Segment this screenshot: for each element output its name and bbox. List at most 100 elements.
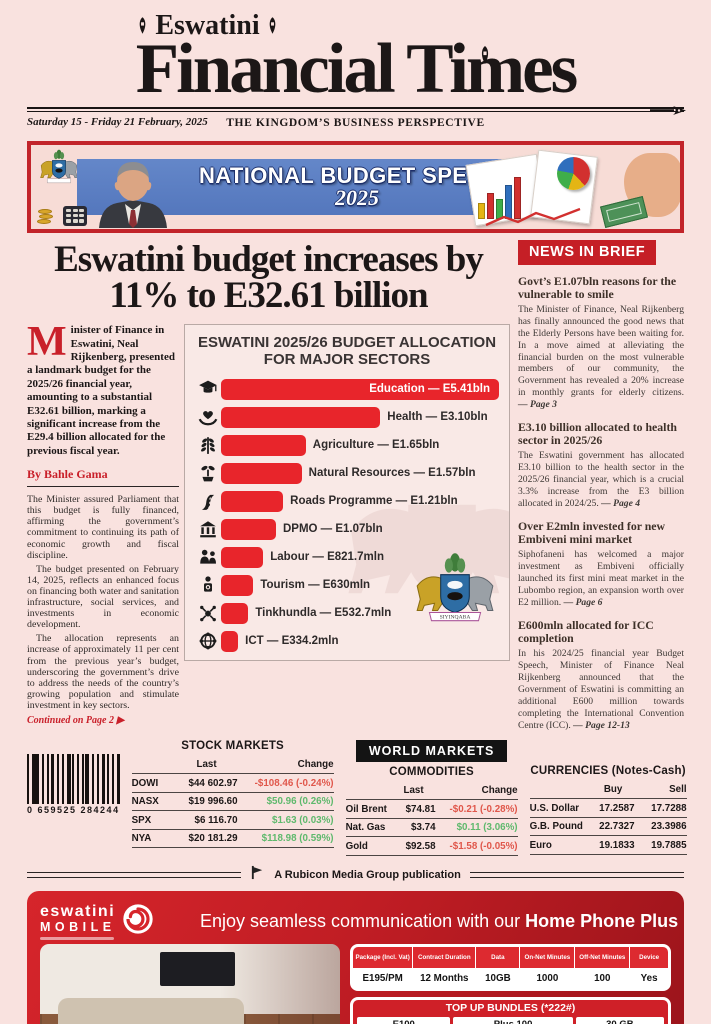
ict-globe-icon <box>195 631 221 651</box>
barcode: 0 659525 284244 <box>27 740 120 815</box>
pen-nib-icon <box>650 104 688 122</box>
masthead: Eswatini Financial Times Saturday 15 - F… <box>27 0 686 132</box>
table-cell: 12 Months <box>413 968 476 988</box>
budget-allocation-chart: ESWATINI 2025/26 BUDGET ALLOCATION FOR M… <box>184 324 510 662</box>
chart-row-natural-resources: Natural Resources — E1.57bln <box>195 461 499 486</box>
lead-text: inister of Finance in Eswatini, Neal Rij… <box>27 324 175 457</box>
news-in-brief-sidebar: NEWS IN BRIEF Govt’s E1.07bln reasons fo… <box>518 239 684 732</box>
table-header: Last Change <box>196 759 334 771</box>
column-header: Off-Net Minutes <box>575 946 630 968</box>
article-paragraph: The allocation represents an increase of… <box>27 633 179 711</box>
banner-year: 2025 <box>335 184 379 210</box>
education-cap-icon <box>195 379 221 399</box>
page-reference: — Page 3 <box>518 399 557 411</box>
page-title: Eswatini budget increases by 11% to E32.… <box>54 238 484 316</box>
budget-speech-banner: NATIONAL BUDGET SPEECH 2025 <box>27 140 684 233</box>
publication-line: A Rubicon Media Group publication <box>27 865 684 885</box>
calculator-icon <box>63 205 87 226</box>
main-content: Eswatini budget increases by 11% to E32.… <box>27 238 684 732</box>
table-row: Oil Brent $74.81 -$0.21 (-0.28%) <box>345 799 518 818</box>
masthead-meta: Saturday 15 - Friday 21 February, 2025 T… <box>27 116 684 132</box>
brief-headline: E600mln allocated for ICC completion <box>518 617 654 645</box>
brief-body: Siphofaneni has welcomed a major investm… <box>518 549 684 608</box>
currencies-table: CURRENCIES (Notes-Cash) Buy Sell U.S. Dol… <box>529 740 687 855</box>
bar-label: Natural Resources — E1.57bln <box>308 467 476 480</box>
coin-icon <box>37 218 51 224</box>
tv-graphic <box>160 951 235 986</box>
column-header: On-Net Minutes <box>520 946 575 968</box>
table-cell: 100 <box>575 968 630 988</box>
chart-bar <box>221 518 276 540</box>
plan-details: Package (Incl. Vat) Contract Duration Da… <box>350 943 671 1024</box>
table-row: NASX $19 996.60 $50.96 (0.26%) <box>131 791 334 811</box>
family-photo <box>40 943 340 1024</box>
table-row: NYA $20 181.29 $118.98 (0.59%) <box>131 828 334 849</box>
markets-strip: 0 659525 284244 STOCK MARKETS Last Change… <box>27 740 687 856</box>
brief-item: Over E2mln invested for new Embiveni min… <box>518 518 684 609</box>
brief-item: Govt’s E1.07bln reasons for the vulnerab… <box>518 273 684 411</box>
world-markets-header: WORLD MARKETS <box>355 740 508 763</box>
article-paragraph: The Minister assured Parliament that thi… <box>27 494 179 561</box>
article-paragraph: The budget presented on February 14, 202… <box>27 563 179 631</box>
page-reference: — Page 6 <box>563 596 603 608</box>
table-row: E100Plus 10030 GB <box>353 1017 668 1024</box>
banner-blue-band: NATIONAL BUDGET SPEECH 2025 <box>77 158 529 215</box>
chart-row-health: Health — E3.10bln <box>195 405 499 430</box>
divider-line <box>469 871 684 878</box>
commodities-table: WORLD MARKETS COMMODITIES Last Change Oil… <box>345 740 518 856</box>
table-row: Euro 19.1833 19.7885 <box>529 835 687 855</box>
chart-row-labour: Labour — E821.7mln <box>195 545 499 570</box>
masthead-eswatini: Eswatini <box>155 10 260 41</box>
natural-resources-sprout-icon <box>195 463 221 483</box>
rubicon-logo-icon <box>250 865 265 885</box>
brief-headline: Over E2mln invested for new Embiveni min… <box>518 518 666 547</box>
column-header: Contract Duration <box>413 946 476 968</box>
bar-label: Roads Programme — E1.21bln <box>290 495 458 508</box>
news-in-brief-header: NEWS IN BRIEF <box>518 239 657 265</box>
commodities-title: COMMODITIES <box>389 766 474 779</box>
hand-with-money <box>599 147 680 229</box>
shield-ornament-icon <box>267 12 278 40</box>
barcode-digits: 0 659525 284244 <box>27 805 120 816</box>
chart-row-education: Education — E5.41bln <box>195 377 499 402</box>
brief-headline: Govt’s E1.07bln reasons for the vulnerab… <box>518 273 677 301</box>
svg-text:SIYINQABA: SIYINQABA <box>440 615 472 621</box>
banknote-graphic <box>599 195 649 228</box>
brief-headline: E3.10 billion allocated to health sector… <box>518 420 677 448</box>
chart-row-tinkhundla: Tinkhundla — E532.7mln <box>195 601 499 626</box>
road-icon <box>195 491 221 511</box>
table-row: G.B. Pound 22.7327 23.3986 <box>529 816 687 836</box>
mobile-swirl-icon <box>122 903 154 940</box>
publication-credit: A Rubicon Media Group publication <box>274 868 461 881</box>
table-row: SPX $6 116.70 $1.63 (0.03%) <box>131 810 334 829</box>
chart-row-agriculture: Agriculture — E1.65bln <box>195 433 499 458</box>
top-up-bundles-table: TOP UP BUNDLES (*222#) E100Plus 10030 GB… <box>350 996 671 1024</box>
barcode-bars <box>27 754 120 805</box>
bar-chart-graphic <box>478 176 521 219</box>
ad-headline: Enjoy seamless communication with our Ho… <box>200 911 679 932</box>
top-up-title: TOP UP BUNDLES (*222#) <box>445 1002 576 1015</box>
chart-row-ict: ICT — E334.2mln <box>195 629 499 654</box>
table-header: Last Change <box>403 785 518 797</box>
charts-collage <box>465 149 598 229</box>
stock-markets-title: STOCK MARKETS <box>181 740 284 753</box>
shield-ornament-icon <box>137 12 148 40</box>
brand-name-2: MOBILE <box>40 919 116 934</box>
chart-bar <box>221 630 239 652</box>
chart-bar <box>221 546 264 568</box>
table-row: U.S. Dollar 17.2587 17.7288 <box>529 798 687 817</box>
arrow-right-icon: ▶ <box>116 714 125 726</box>
eswatini-mobile-ad: eswatini MOBILE Enjoy seamless communica… <box>27 890 684 1024</box>
table-row: Gold $92.58 -$1.58 (-0.05%) <box>345 836 518 856</box>
bar-label: Tinkhundla — E532.7mln <box>255 607 392 620</box>
bar-label: DPMO — E1.07bln <box>282 523 383 536</box>
table-cell: 1000 <box>520 968 575 988</box>
issue-date: Saturday 15 - Friday 21 February, 2025 <box>27 115 208 128</box>
chart-bar <box>221 490 284 512</box>
stock-markets-table: STOCK MARKETS Last Change DOWI $44 602.97-… <box>131 740 334 849</box>
couch-graphic <box>58 998 244 1024</box>
finance-minister-photo <box>89 152 177 229</box>
